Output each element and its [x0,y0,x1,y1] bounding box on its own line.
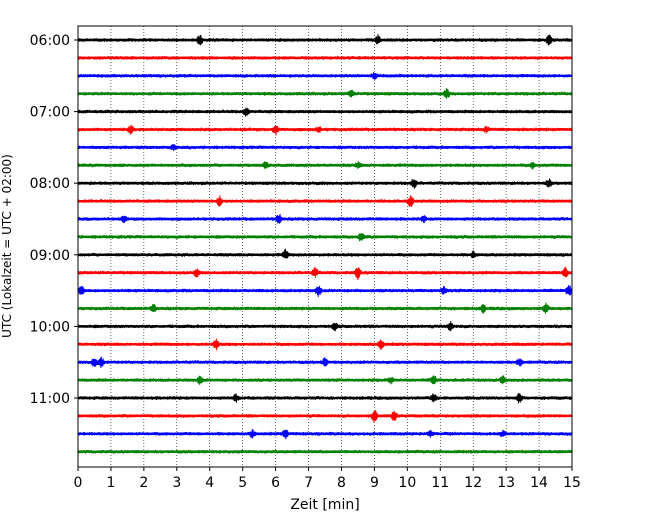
y-tick-label: 09:00 [30,248,70,264]
x-tick-label: 3 [172,475,181,491]
x-tick-label: 15 [563,475,581,491]
seismogram-traces [77,33,573,454]
trace-09:15 [77,266,573,280]
trace-11:15 [77,410,573,423]
x-tick-label: 8 [337,475,346,491]
x-tick-label: 11 [431,475,449,491]
trace-10:15 [77,338,573,351]
trace-06:30 [77,72,573,80]
y-tick-label: 10:00 [30,319,70,335]
x-tick-label: 1 [106,475,115,491]
y-tick-label: 08:00 [30,176,70,192]
trace-09:00 [77,248,573,259]
trace-07:15 [77,124,573,136]
x-tick-label: 9 [370,475,379,491]
x-tick-label: 10 [398,475,416,491]
y-tick-label: 06:00 [30,33,70,49]
y-tick-label: 07:00 [30,105,70,121]
trace-10:00 [77,320,573,332]
x-tick-label: 7 [304,475,313,491]
trace-09:45 [77,302,573,314]
trace-06:45 [77,88,573,100]
x-tick-label: 6 [271,475,280,491]
trace-line [77,248,573,259]
trace-09:30 [77,285,573,298]
trace-07:30 [77,144,573,152]
x-tick-label: 4 [205,475,214,491]
trace-11:45 [77,449,573,454]
y-axis-label: UTC (Lokalzeit = UTC + 02:00) [0,154,14,338]
trace-10:45 [77,375,573,386]
trace-06:15 [77,55,573,60]
x-tick-label: 2 [139,475,148,491]
x-tick-label: 14 [530,475,548,491]
y-tick-label: 11:00 [30,391,70,407]
x-tick-label: 12 [464,475,482,491]
trace-08:15 [77,195,573,207]
y-axis-ticks: 06:00 07:00 08:00 09:00 10:00 11:00 [30,33,78,407]
trace-08:30 [77,214,573,224]
x-axis-ticks: 0 1 2 3 4 5 6 7 8 9 10 11 12 13 14 15 [74,467,581,491]
trace-06:00 [77,33,573,46]
x-tick-label: 13 [497,475,515,491]
plot-frame [77,25,573,468]
trace-07:45 [77,161,573,170]
trace-10:30 [77,356,573,368]
x-tick-label: 0 [74,475,83,491]
trace-08:00 [77,178,573,189]
trace-07:00 [77,107,573,117]
trace-11:30 [77,429,573,440]
x-axis-label: Zeit [min] [290,497,359,513]
trace-08:45 [77,232,573,242]
trace-11:00 [77,393,573,404]
x-tick-label: 5 [238,475,247,491]
